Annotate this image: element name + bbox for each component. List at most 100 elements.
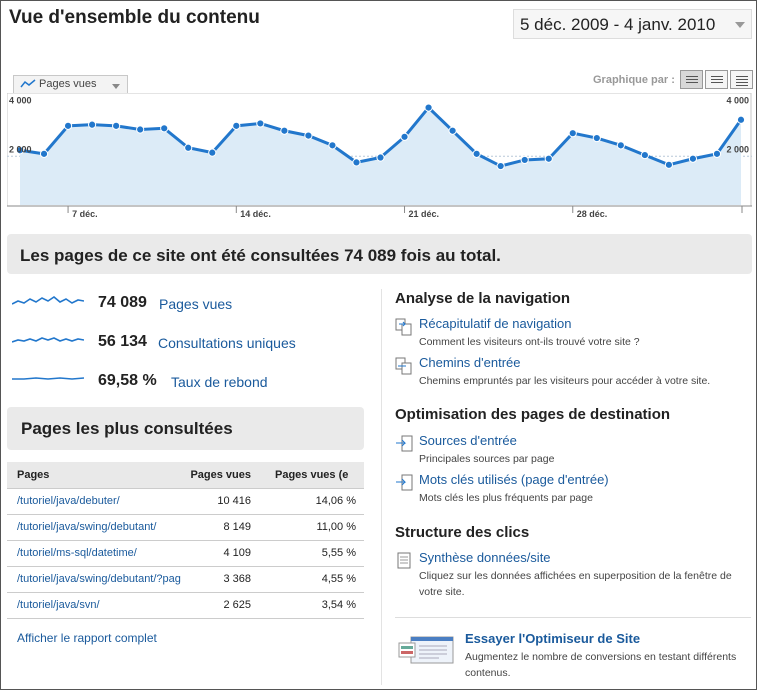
table-row: /tutoriel/ms-sql/datetime/4 109 5,55 % [7,540,364,567]
x-tick-label: 21 déc. [409,209,440,219]
metric-label[interactable]: Pages vues [159,296,233,312]
landing-optimization-title: Optimisation des pages de destination [395,406,671,423]
site-optimizer-icon [398,636,454,664]
page-title: Vue d'ensemble du contenu [9,7,260,28]
data-point [112,121,121,130]
column-divider [381,289,382,685]
data-point [520,155,529,165]
top-pages-table: Pages Pages vues Pages vues (e /tutoriel… [7,462,364,619]
click-structure-title: Structure des clics [395,524,530,541]
metric-row-bounce: 69,58 % Taux de rebond [12,369,372,393]
table-row: /tutoriel/java/swing/debutant/?pag 3 368 4… [7,566,364,593]
date-range-value: 5 déc. 2009 - 4 janv. 2010 [520,15,716,34]
graph-by-month-button[interactable] [730,70,753,89]
data-point [39,149,49,158]
site-overlay-desc: Cliquez sur les données affichées en sup… [419,570,732,598]
graph-by-week-button[interactable] [705,70,728,89]
table-header-row: Pages Pages vues Pages vues (e [7,462,364,489]
data-point [736,115,746,124]
page-views-cell: 3 368 [183,566,265,593]
x-tick-label: 7 déc. [72,209,98,219]
y-tick-label: 2 000 [726,144,749,154]
data-point [712,149,722,158]
sparkline-icon [12,377,84,380]
page-url-link[interactable]: /tutoriel/java/swing/debutant/ [7,514,183,541]
entry-paths-desc: Chemins empruntés par les visiteurs pour… [419,375,711,387]
data-point [496,161,505,171]
metric-row-pageviews: 74 089 Pages vues [12,291,372,315]
page-url-link[interactable]: /tutoriel/java/svn/ [7,592,183,619]
site-optimizer-link[interactable]: Essayer l'Optimiseur de Site [465,631,641,646]
data-point [616,141,625,150]
entry-sources-icon [396,435,413,452]
metric-row-unique: 56 134 Consultations uniques [12,330,372,354]
entry-keywords-item: Mots clés utilisés (page d'entrée) Mots … [395,472,753,506]
entry-paths-icon [395,357,412,375]
navigation-analysis-title: Analyse de la navigation [395,290,571,307]
pageviews-chart: 4 000 4 000 2 000 2 000 7 déc. 14 déc. 21 déc.… [7,93,752,219]
page-views-cell: 10 416 [183,488,265,515]
data-point [160,124,169,133]
page-url-link[interactable]: /tutoriel/java/debuter/ [7,488,183,515]
column-header-views[interactable]: Pages vues [183,462,265,489]
data-point [232,121,241,130]
navigation-summary-link[interactable]: Récapitulatif de navigation [419,316,572,331]
metric-label[interactable]: Taux de rebond [171,374,268,390]
graph-by-day-button[interactable] [680,70,703,89]
column-header-pages[interactable]: Pages [7,462,183,489]
entry-paths-link[interactable]: Chemins d'entrée [419,355,521,370]
entry-keywords-link[interactable]: Mots clés utilisés (page d'entrée) [419,472,609,487]
top-pages-title: Pages les plus consultées [7,407,364,450]
table-row: /tutoriel/java/swing/debutant/8 149 11,00… [7,514,364,541]
y-tick-label: 4 000 [726,96,749,106]
entry-sources-link[interactable]: Sources d'entrée [419,433,517,448]
page-views-pct-cell: 11,00 % [265,514,364,541]
data-point [424,103,433,112]
page-url-link[interactable]: /tutoriel/java/swing/debutant/?pag [7,566,183,593]
series-area [20,107,741,205]
data-point [544,154,553,163]
data-point [328,141,337,150]
data-point [63,121,73,130]
metric-label[interactable]: Consultations uniques [158,335,296,351]
metric-selector[interactable]: Pages vues [13,75,128,94]
chevron-down-icon [735,22,745,28]
site-overlay-item: Synthèse données/site Cliquez sur les do… [395,550,753,600]
data-point [640,150,649,160]
document-icon [397,552,411,569]
metric-value: 56 134 [98,333,147,350]
data-point [15,146,25,155]
data-point [568,129,577,138]
site-overlay-link[interactable]: Synthèse données/site [419,550,551,565]
table-row: /tutoriel/java/debuter/10 416 14,06 % [7,488,364,515]
data-point [472,149,481,158]
y-tick-label: 2 000 [9,144,32,154]
data-point [664,160,674,169]
page-views-pct-cell: 14,06 % [265,488,364,515]
entry-paths-item: Chemins d'entrée Chemins empruntés par l… [395,355,753,389]
metric-value: 69,58 % [98,372,157,389]
page-views-pct-cell: 3,54 % [265,592,364,619]
page-views-cell: 4 109 [183,540,265,567]
data-point [376,153,385,162]
navigation-summary-item: Récapitulatif de navigation Comment les … [395,316,753,350]
entry-sources-desc: Principales sources par page [419,453,555,465]
page-url-link[interactable]: /tutoriel/ms-sql/datetime/ [7,540,183,567]
data-point [136,125,145,134]
data-point [400,132,409,141]
column-header-views-pct[interactable]: Pages vues (e [265,462,364,489]
date-range-picker[interactable]: 5 déc. 2009 - 4 janv. 2010 [513,9,752,39]
page-views-cell: 2 625 [183,592,265,619]
entry-keywords-desc: Mots clés les plus fréquents par page [419,492,593,504]
x-tick-label: 28 déc. [577,209,608,219]
metric-selector-label: Pages vues [39,78,97,90]
full-report-link[interactable]: Afficher le rapport complet [17,631,157,645]
page-views-cell: 8 149 [183,514,265,541]
navigation-flow-icon [395,318,412,336]
data-point [304,131,313,140]
chevron-down-icon [112,84,120,89]
y-tick-label: 4 000 [9,96,32,106]
line-chart-icon [20,79,36,88]
site-optimizer-desc: Augmentez le nombre de conversions en te… [465,651,737,679]
data-point [88,120,97,129]
